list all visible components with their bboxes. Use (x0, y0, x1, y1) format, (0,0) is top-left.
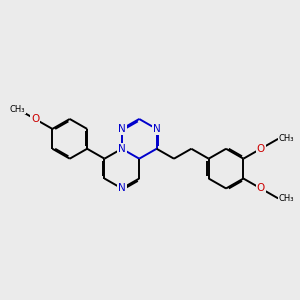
Text: CH₃: CH₃ (278, 134, 294, 143)
Text: N: N (118, 124, 126, 134)
Text: O: O (257, 144, 265, 154)
Text: O: O (257, 184, 265, 194)
Text: CH₃: CH₃ (278, 194, 294, 203)
Text: N: N (118, 184, 126, 194)
Text: N: N (118, 144, 126, 154)
Text: O: O (31, 114, 39, 124)
Text: N: N (153, 124, 160, 134)
Text: CH₃: CH₃ (10, 105, 26, 114)
